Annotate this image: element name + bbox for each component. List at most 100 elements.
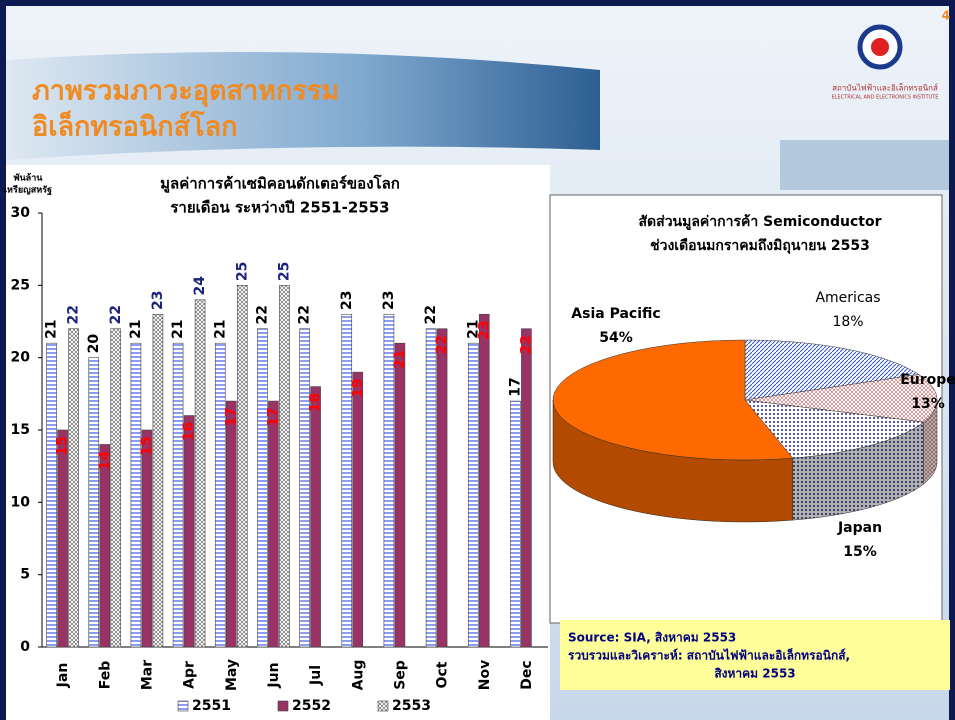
- bar: [130, 342, 142, 648]
- x-tick-label: Oct: [435, 661, 451, 688]
- bar: [88, 357, 100, 648]
- data-label: 15: [139, 436, 155, 455]
- x-tick-label: Nov: [477, 660, 493, 690]
- data-label: 25: [234, 262, 250, 281]
- bar: [521, 328, 532, 648]
- bar: [141, 429, 153, 648]
- bar: [225, 400, 237, 648]
- slice-shade: [553, 400, 793, 522]
- source-box: [560, 620, 950, 690]
- slice-label: Americas: [815, 290, 880, 306]
- data-label: 22: [423, 305, 439, 324]
- data-label: 25: [276, 262, 292, 281]
- slice: [552, 339, 794, 461]
- page-number: 4: [942, 9, 950, 23]
- legend-label: 2552: [292, 698, 331, 714]
- bar: [236, 285, 248, 648]
- data-label: 21: [392, 349, 408, 368]
- slice-shade: [923, 400, 937, 485]
- legend-swatch: [377, 700, 389, 712]
- data-label: 21: [170, 319, 186, 338]
- data-label: 22: [518, 335, 534, 354]
- pie-chart: สัดส่วนมูลค่าการค้า Semiconductor ช่วงเดื…: [552, 214, 955, 560]
- data-label: 14: [97, 450, 113, 470]
- bar: [394, 342, 406, 648]
- chart-title: มูลค่าการค้าเซมิคอนดักเตอร์ของโลก: [160, 174, 400, 194]
- bar: [310, 386, 321, 648]
- slice-value: 54%: [599, 330, 633, 346]
- data-label: 22: [254, 305, 270, 324]
- bar: [279, 285, 290, 648]
- data-label: 15: [55, 436, 71, 455]
- y-tick-label: 25: [11, 277, 30, 293]
- bar: [467, 342, 479, 648]
- x-tick-label: Sep: [392, 660, 408, 690]
- data-label: 22: [108, 305, 124, 324]
- data-label: 20: [86, 334, 102, 354]
- bar: [478, 313, 490, 648]
- bar: [46, 342, 57, 648]
- decor: [780, 140, 949, 190]
- data-label: 23: [381, 291, 397, 310]
- y-tick-label: 10: [11, 494, 31, 510]
- data-label: 21: [44, 319, 60, 338]
- data-label: 18: [308, 393, 324, 412]
- bar: [110, 328, 122, 648]
- x-tick-label: Jun: [266, 662, 282, 688]
- source-text: รวบรวมและวิเคราะห์: สถาบันไฟฟ้าและอิเล็ก…: [568, 648, 850, 663]
- slice-value: 18%: [832, 314, 863, 330]
- y-axis-label: พันล้าน: [14, 173, 44, 184]
- data-label: 17: [223, 407, 239, 426]
- bar: [152, 313, 164, 648]
- y-tick-label: 30: [11, 205, 31, 221]
- y-tick-label: 5: [20, 567, 30, 583]
- bar: [510, 400, 521, 648]
- data-label: 23: [339, 291, 355, 310]
- data-label: 16: [181, 422, 197, 441]
- y-tick-label: 15: [11, 422, 30, 438]
- bar-chart: มูลค่าการค้าเซมิคอนดักเตอร์ของโลกรายเดือ…: [4, 173, 548, 714]
- bar: [257, 328, 268, 648]
- data-label: 19: [350, 378, 366, 397]
- bar: [425, 328, 437, 648]
- slice-label: Japan: [837, 520, 882, 536]
- data-label: 24: [192, 276, 208, 296]
- logo-en: ELECTRICAL AND ELECTRONICS INSTITUTE: [832, 95, 939, 101]
- y-tick-label: 20: [11, 350, 31, 366]
- bar: [194, 299, 206, 648]
- x-tick-label: Apr: [182, 661, 198, 689]
- y-axis-label: เหรียญสหรัฐ: [4, 185, 52, 196]
- data-label: 21: [465, 319, 481, 338]
- data-label: 21: [128, 319, 144, 338]
- chart-title: รายเดือน ระหว่างปี 2551-2553: [170, 199, 389, 217]
- data-label: 17: [265, 407, 281, 426]
- slice-value: 13%: [911, 396, 945, 412]
- chart-title: สัดส่วนมูลค่าการค้า Semiconductor: [639, 214, 882, 230]
- legend-swatch: [177, 700, 189, 712]
- data-label: 22: [297, 305, 313, 324]
- x-tick-label: Jul: [308, 665, 324, 686]
- bar: [383, 313, 395, 648]
- logo-name: สถาบันไฟฟ้าและอิเล็กทรอนิกส์: [832, 83, 938, 93]
- data-label: 21: [212, 319, 228, 338]
- logo: [871, 38, 889, 56]
- bar: [57, 429, 68, 648]
- data-label: 17: [507, 377, 523, 396]
- slice-label: Europe: [900, 372, 955, 388]
- slice: [744, 399, 925, 459]
- title-wave: [6, 52, 600, 160]
- data-label: 22: [66, 305, 82, 324]
- slice: [744, 374, 938, 423]
- bar: [214, 342, 226, 648]
- x-tick-label: Aug: [350, 660, 366, 691]
- x-tick-label: Dec: [519, 660, 535, 689]
- bar: [172, 342, 184, 648]
- bar: [299, 328, 310, 648]
- slice-label: Asia Pacific: [571, 306, 660, 322]
- slice: [744, 339, 920, 401]
- x-tick-label: Mar: [139, 660, 155, 690]
- slide-title: ภาพรวมภาวะอุตสาหกรรม: [32, 76, 339, 108]
- y-tick-label: 0: [20, 639, 30, 655]
- slice-shade: [792, 422, 924, 521]
